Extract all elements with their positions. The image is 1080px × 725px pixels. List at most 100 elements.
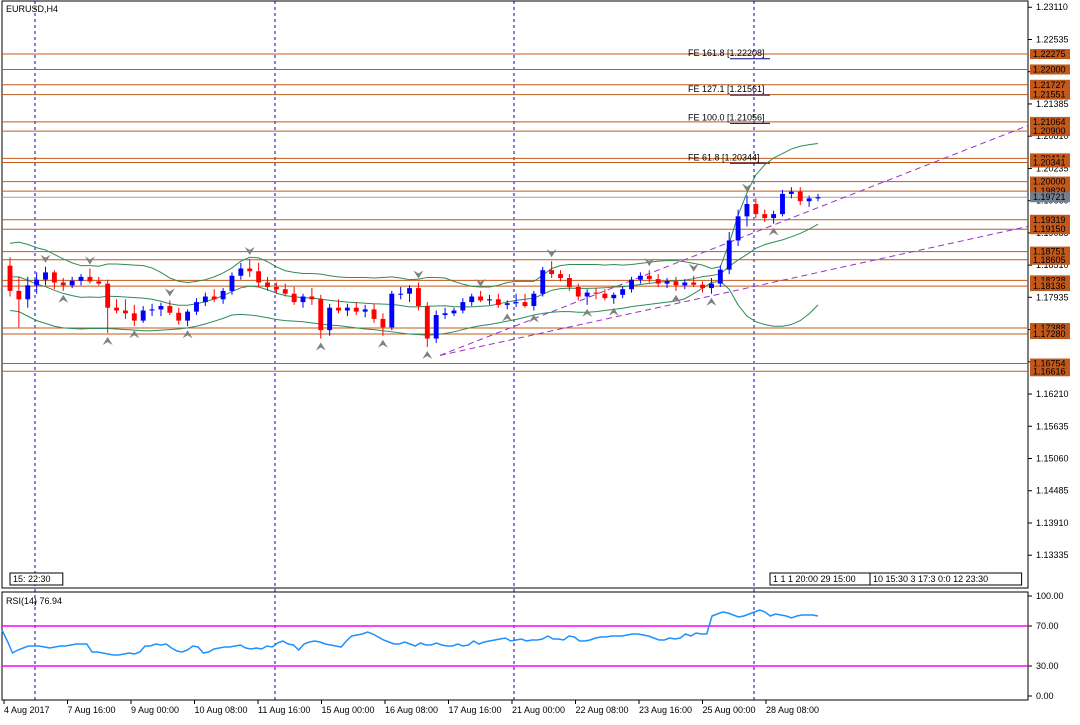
candle-body (34, 279, 40, 286)
candle-body (265, 282, 270, 287)
level-label-box (1030, 64, 1070, 75)
rsi-y-tick-label: 100.00 (1036, 591, 1064, 601)
candle-body (380, 318, 386, 328)
candle-body (655, 279, 661, 284)
y-tick-label: 1.13910 (1036, 518, 1069, 528)
fractal-down-marker (670, 294, 681, 303)
candle-body (327, 307, 333, 331)
rsi-y-tick-label: 30.00 (1036, 661, 1059, 671)
candle-body (771, 214, 777, 219)
candle-body (87, 276, 93, 282)
fractal-down-marker (768, 227, 779, 236)
fractal-up-marker (244, 246, 255, 255)
level-label-box (1030, 281, 1070, 292)
candle-body (487, 299, 492, 301)
candle-body (51, 272, 57, 283)
y-tick-label: 1.21385 (1036, 99, 1069, 109)
candle-body (273, 286, 279, 290)
candle-body (176, 312, 182, 321)
candle-body (220, 290, 226, 300)
candle-body (140, 310, 146, 321)
level-label: 1.20900 (1033, 126, 1066, 136)
level-label: 1.20341 (1033, 157, 1066, 167)
session-time-label: 10 15:30 3 17:3 0:0 12 23:30 (873, 574, 988, 584)
level-label-box (1030, 89, 1070, 100)
current-price-label: 1.19721 (1033, 192, 1066, 202)
candle-body (167, 306, 173, 313)
x-tick-label: 4 Aug 2017 (4, 705, 50, 715)
x-tick-label: 22 Aug 08:00 (576, 705, 629, 715)
candle-body (122, 310, 128, 314)
x-tick-label: 10 Aug 08:00 (195, 705, 248, 715)
fractal-down-marker (528, 314, 539, 323)
candle-body (495, 299, 501, 305)
y-tick-label: 1.20810 (1036, 131, 1069, 141)
bollinger-lower (9, 280, 819, 336)
fractal-up-marker (688, 263, 699, 272)
level-label-box (1030, 358, 1070, 369)
candle-body (540, 270, 546, 294)
fractal-up-marker (84, 256, 95, 265)
candle-body (336, 307, 341, 311)
candle-body (469, 296, 475, 303)
x-tick-label: 15 Aug 00:00 (322, 705, 375, 715)
candle-body (353, 307, 359, 312)
x-tick-label: 16 Aug 08:00 (385, 705, 438, 715)
y-tick-label: 1.20235 (1036, 163, 1069, 173)
x-tick-label: 28 Aug 08:00 (766, 705, 819, 715)
candle-body (256, 271, 262, 283)
candle-body (407, 288, 413, 294)
x-tick-label: 11 Aug 16:00 (258, 705, 310, 715)
candle-body (211, 296, 217, 300)
session-time-label-box (869, 572, 1023, 586)
candle-body (673, 281, 679, 286)
level-label: 1.16616 (1033, 366, 1066, 376)
candle-body (700, 284, 706, 289)
level-label-box (1030, 224, 1070, 235)
y-tick-label: 1.15635 (1036, 421, 1069, 431)
level-label-box (1030, 246, 1070, 257)
rsi-y-tick-label: 70.00 (1036, 621, 1059, 631)
fractal-up-marker (40, 254, 51, 263)
candle-body (602, 293, 608, 299)
x-tick-label: 9 Aug 00:00 (131, 705, 179, 715)
candle-body (637, 275, 643, 280)
candle-body (709, 283, 714, 289)
y-tick-label: 1.23110 (1036, 2, 1068, 12)
candle-body (620, 289, 626, 295)
candle-body (753, 204, 759, 215)
candle-body (566, 278, 572, 287)
candle-body (762, 214, 768, 219)
candle-body (309, 296, 315, 300)
candle-body (726, 240, 732, 270)
candle-body (815, 197, 821, 199)
level-label: 1.19829 (1033, 186, 1066, 196)
y-tick-label: 1.18510 (1036, 260, 1069, 270)
trendline (439, 225, 1029, 356)
candle-body (788, 191, 794, 194)
candle-body (478, 296, 484, 301)
level-label-box (1030, 275, 1070, 286)
candle-body (513, 302, 519, 304)
candle-body (797, 191, 803, 202)
x-tick-label: 7 Aug 16:00 (68, 705, 116, 715)
fractal-up-marker (164, 288, 175, 297)
fractal-up-marker (644, 258, 655, 267)
candle-body (78, 276, 84, 281)
fractal-down-marker (102, 336, 113, 345)
level-label: 1.18605 (1033, 255, 1066, 265)
candle-body (344, 307, 350, 311)
fractal-up-marker (741, 183, 752, 192)
candle-body (531, 293, 537, 307)
fractal-down-marker (502, 313, 513, 322)
level-label-box (1030, 366, 1070, 377)
candle-body (629, 279, 634, 290)
candle-body (185, 311, 191, 321)
level-label-box (1030, 49, 1070, 60)
level-label-box (1030, 79, 1070, 90)
candle-body (7, 265, 13, 291)
level-label: 1.21551 (1033, 90, 1066, 100)
candle-body (300, 296, 306, 303)
